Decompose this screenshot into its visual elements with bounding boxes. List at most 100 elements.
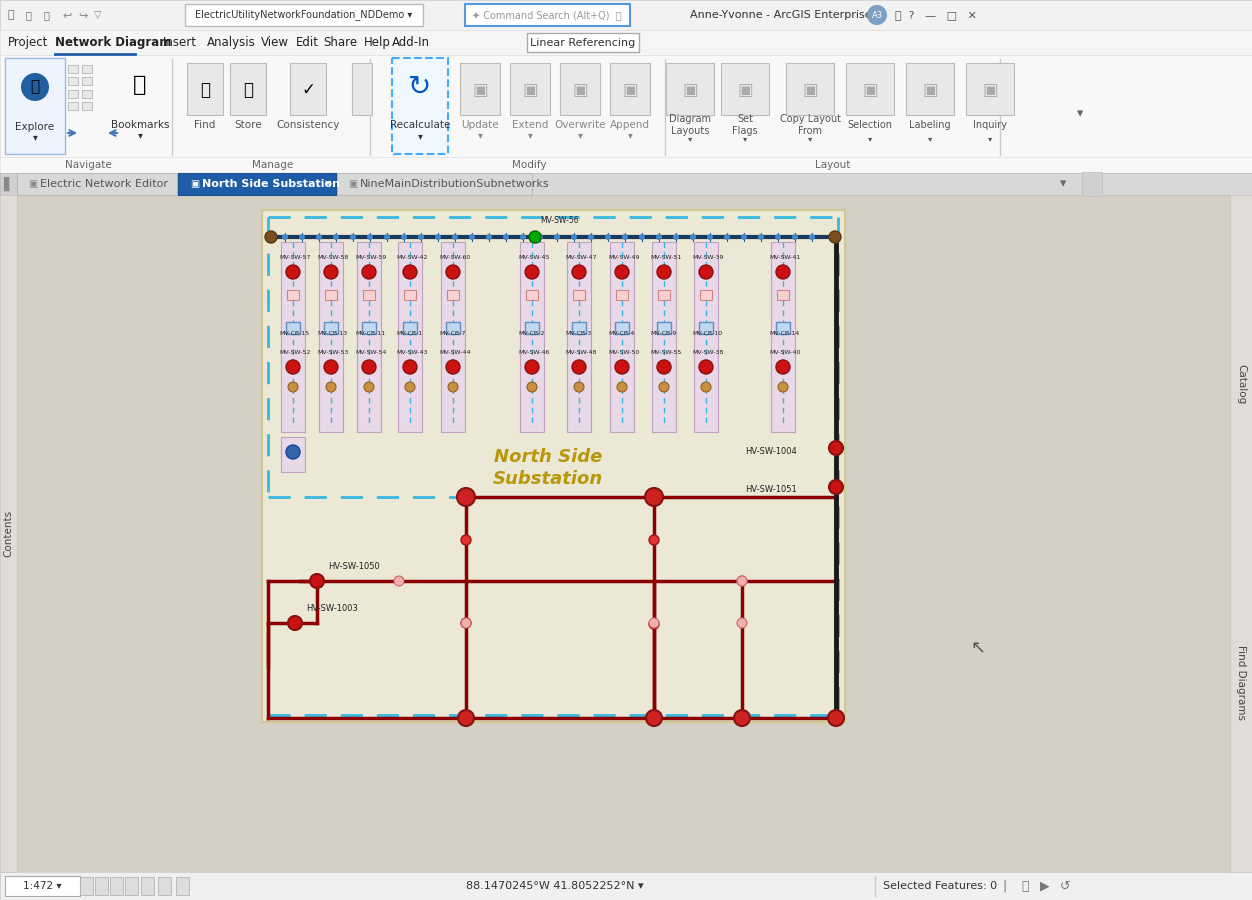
Circle shape xyxy=(364,382,374,392)
Text: Modify: Modify xyxy=(512,160,546,170)
Circle shape xyxy=(829,480,843,494)
Bar xyxy=(81,65,91,73)
Text: ▽: ▽ xyxy=(94,10,101,20)
Circle shape xyxy=(573,382,583,392)
Circle shape xyxy=(458,710,475,726)
Text: ✦ Command Search (Alt+Q)  🔍: ✦ Command Search (Alt+Q) 🔍 xyxy=(472,10,622,20)
Circle shape xyxy=(829,231,841,243)
Circle shape xyxy=(503,234,510,240)
Bar xyxy=(398,242,422,432)
Circle shape xyxy=(299,234,305,240)
Bar xyxy=(573,290,585,300)
Circle shape xyxy=(282,234,288,240)
Circle shape xyxy=(525,265,540,279)
Text: MV-SW-60: MV-SW-60 xyxy=(439,255,471,260)
Circle shape xyxy=(674,234,679,240)
Bar xyxy=(0,195,1252,900)
Bar xyxy=(363,290,376,300)
Circle shape xyxy=(367,234,373,240)
Bar xyxy=(68,77,78,85)
Text: Labeling: Labeling xyxy=(909,120,950,130)
Text: MV-SW-58: MV-SW-58 xyxy=(317,255,348,260)
Text: North Side Substation: North Side Substation xyxy=(202,179,341,189)
Bar xyxy=(610,242,634,432)
Bar xyxy=(1082,172,1102,196)
Text: ▾: ▾ xyxy=(33,132,38,142)
Bar xyxy=(657,322,671,334)
Text: ElectricUtilityNetworkFoundation_NDDemo ▾: ElectricUtilityNetworkFoundation_NDDemo … xyxy=(195,10,413,21)
Circle shape xyxy=(776,360,790,374)
Bar xyxy=(230,63,265,115)
Circle shape xyxy=(605,234,611,240)
Bar xyxy=(187,63,223,115)
Circle shape xyxy=(384,234,391,240)
Bar xyxy=(357,242,381,432)
Circle shape xyxy=(403,265,417,279)
Bar xyxy=(280,242,305,432)
Text: MV-CB-9: MV-CB-9 xyxy=(650,331,676,336)
Text: Electric Network Editor: Electric Network Editor xyxy=(40,179,168,189)
Text: ↪: ↪ xyxy=(78,10,88,20)
Bar xyxy=(520,242,545,432)
Circle shape xyxy=(649,618,659,628)
Text: |: | xyxy=(1003,879,1007,893)
Text: A3: A3 xyxy=(871,11,883,20)
Bar xyxy=(777,290,789,300)
Bar xyxy=(326,290,337,300)
Text: HV-SW-1051: HV-SW-1051 xyxy=(745,485,796,494)
Circle shape xyxy=(404,382,414,392)
Bar xyxy=(352,63,372,115)
Circle shape xyxy=(324,360,338,374)
Bar xyxy=(776,322,790,334)
Bar xyxy=(81,77,91,85)
Text: MV-SW-46: MV-SW-46 xyxy=(518,350,550,355)
Text: Insert: Insert xyxy=(163,36,197,49)
Text: Anne-Yvonne - ArcGIS Enterprise: Anne-Yvonne - ArcGIS Enterprise xyxy=(690,10,871,20)
Bar xyxy=(610,63,650,115)
Bar xyxy=(0,195,18,872)
Text: MV-CB-7: MV-CB-7 xyxy=(439,331,466,336)
Bar xyxy=(906,63,954,115)
Bar xyxy=(319,242,343,432)
Text: Selected Features: 0: Selected Features: 0 xyxy=(883,881,997,891)
Bar xyxy=(362,322,376,334)
Text: Manage: Manage xyxy=(252,160,293,170)
Bar xyxy=(786,63,834,115)
Bar xyxy=(125,877,138,895)
Text: MV-SW-43: MV-SW-43 xyxy=(396,350,427,355)
Text: MV-SW-44: MV-SW-44 xyxy=(439,350,471,355)
Text: Linear Referencing: Linear Referencing xyxy=(531,38,636,48)
Text: MV-CB-15: MV-CB-15 xyxy=(279,331,309,336)
Text: ▣: ▣ xyxy=(472,81,488,99)
Circle shape xyxy=(452,234,458,240)
Text: MV-SW-57: MV-SW-57 xyxy=(279,255,310,260)
Circle shape xyxy=(649,619,659,629)
Bar xyxy=(68,65,78,73)
Circle shape xyxy=(646,710,662,726)
Text: MV-CB-2: MV-CB-2 xyxy=(518,331,545,336)
Text: Copy Layout
From: Copy Layout From xyxy=(780,114,840,136)
Text: MV-CB-4: MV-CB-4 xyxy=(608,331,635,336)
Text: Edit: Edit xyxy=(295,36,319,49)
Circle shape xyxy=(645,488,664,506)
Circle shape xyxy=(486,234,492,240)
Bar xyxy=(967,63,1014,115)
Text: 💾: 💾 xyxy=(44,10,50,20)
Bar xyxy=(177,877,189,895)
Circle shape xyxy=(324,265,338,279)
Text: ▣: ▣ xyxy=(863,81,878,99)
Bar xyxy=(392,58,448,154)
Circle shape xyxy=(809,234,815,240)
Bar xyxy=(290,63,326,115)
Circle shape xyxy=(530,231,541,243)
Text: MV-SW-45: MV-SW-45 xyxy=(518,255,550,260)
Text: ▣: ▣ xyxy=(190,179,199,189)
Text: MV-CB-1: MV-CB-1 xyxy=(396,331,422,336)
Circle shape xyxy=(659,382,669,392)
Circle shape xyxy=(724,234,730,240)
Text: Consistency: Consistency xyxy=(277,120,339,130)
Text: MV-SW-39: MV-SW-39 xyxy=(692,255,724,260)
Circle shape xyxy=(265,231,277,243)
Text: MV-CB-14: MV-CB-14 xyxy=(769,331,799,336)
Text: MV-SW-50: MV-SW-50 xyxy=(608,350,640,355)
